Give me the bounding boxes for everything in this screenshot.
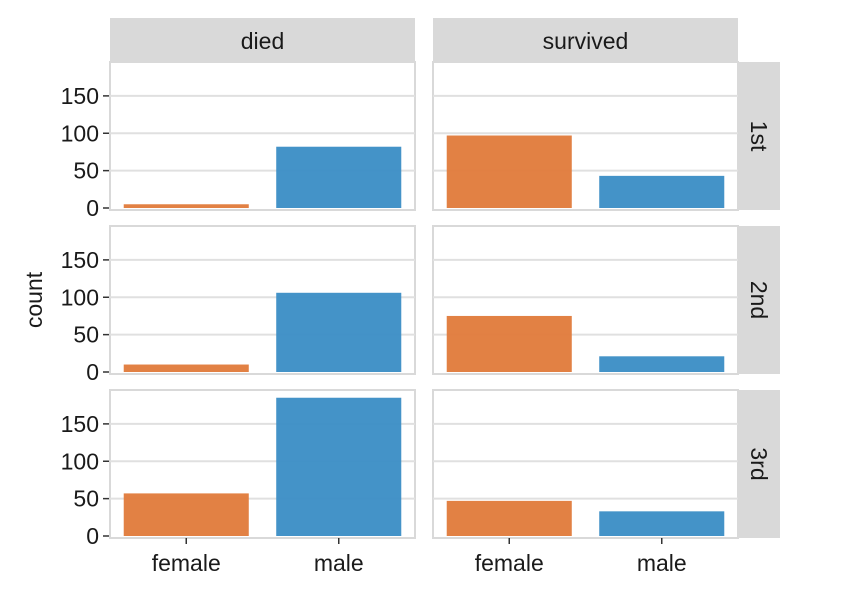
strip-col-survived: [433, 18, 738, 62]
strip-row-label: 3rd: [746, 447, 772, 480]
x-tick-label: male: [314, 550, 364, 576]
y-tick-label: 100: [61, 284, 99, 310]
bar-male: [276, 292, 402, 372]
bar-female: [446, 135, 572, 208]
bar-male: [599, 175, 725, 208]
x-tick-label: female: [152, 550, 221, 576]
y-tick-label: 50: [73, 322, 99, 348]
bar-female: [446, 500, 572, 536]
strip-row-label: 1st: [746, 121, 772, 152]
bar-male: [276, 397, 402, 536]
y-tick-label: 0: [86, 359, 99, 385]
bar-male: [276, 146, 402, 208]
y-tick-label: 50: [73, 158, 99, 184]
bar-male: [599, 356, 725, 372]
panel-3rd-died: [109, 389, 416, 539]
x-tick-label: female: [475, 550, 544, 576]
bar-female: [123, 493, 249, 536]
strip-col-label: died: [241, 28, 284, 54]
x-tick-label: male: [637, 550, 687, 576]
panel-3rd-survived: [432, 389, 739, 539]
y-tick-label: 0: [86, 195, 99, 221]
strip-row-3rd: [738, 390, 780, 538]
y-axis-title: count: [21, 271, 47, 328]
bar-male: [599, 511, 725, 536]
strip-row-1st: [738, 62, 780, 210]
bar-female: [446, 315, 572, 372]
y-tick-label: 150: [61, 411, 99, 437]
strip-col-died: [110, 18, 415, 62]
y-tick-label: 150: [61, 247, 99, 273]
bar-female: [123, 204, 249, 208]
y-tick-label: 150: [61, 83, 99, 109]
panel-1st-died: [109, 61, 416, 211]
panel-2nd-survived: [432, 225, 739, 375]
strip-row-2nd: [738, 226, 780, 374]
y-tick-label: 100: [61, 120, 99, 146]
y-tick-label: 0: [86, 523, 99, 549]
panel-2nd-died: [109, 225, 416, 375]
strip-col-label: survived: [543, 28, 629, 54]
strip-row-label: 2nd: [746, 281, 772, 319]
panel-1st-survived: [432, 61, 739, 211]
y-tick-label: 50: [73, 486, 99, 512]
y-tick-label: 100: [61, 448, 99, 474]
bar-female: [123, 364, 249, 372]
